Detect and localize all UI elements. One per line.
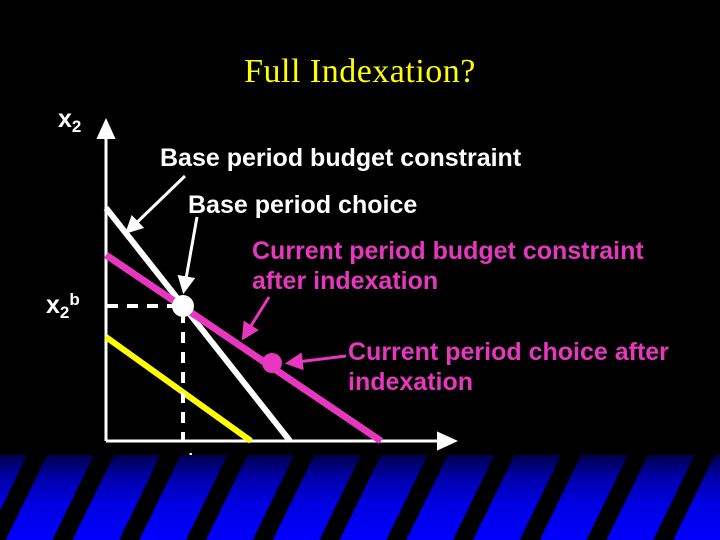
base-period-choice-point — [172, 295, 194, 317]
leader-arrow-current-constraint — [241, 296, 271, 341]
label-base-period-budget-constraint: Base period budget constraint — [160, 144, 522, 172]
y-axis-tick-label-subscript: 2 — [59, 303, 70, 322]
leader-arrow-base-choice — [177, 216, 199, 295]
y-axis-tick-label-superscript: b — [69, 290, 80, 309]
label-current-period-choice: Current period choice after indexation — [348, 338, 669, 396]
label-current-period-budget-constraint: Current period budget constraint after i… — [252, 237, 644, 295]
y-axis-label: x2 — [58, 105, 82, 136]
y-axis-label-subscript: 2 — [71, 117, 82, 136]
page-title: Full Indexation? — [244, 53, 476, 90]
striped-blue-footer-band — [0, 455, 720, 540]
leader-arrow-current-choice — [284, 352, 347, 371]
y-axis-tick-label: x2b — [46, 290, 80, 322]
current-period-choice-point — [262, 353, 282, 373]
yellow-line — [104, 334, 253, 444]
y-axis-tick-label-base: x — [46, 291, 60, 319]
base-period-budget-constraint-line — [103, 206, 293, 443]
leader-arrow-base-constraint — [124, 174, 187, 234]
current-period-budget-constraint-line — [104, 252, 383, 444]
y-axis-label-base: x — [58, 105, 72, 133]
label-base-period-choice: Base period choice — [188, 191, 418, 219]
